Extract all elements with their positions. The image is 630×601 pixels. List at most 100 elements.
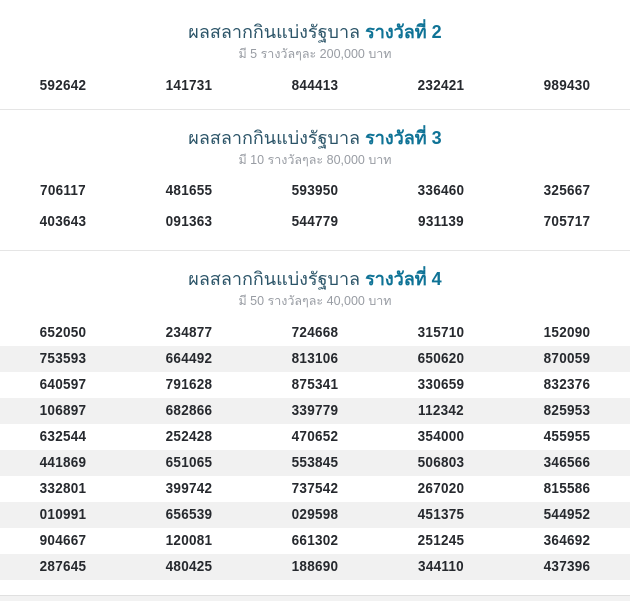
- winning-number: 592642: [39, 77, 87, 94]
- winning-number: 706117: [40, 182, 86, 199]
- prize-section-2: ผลสลากกินแบ่งรัฐบาล รางวัลที่ 2 มี 5 ราง…: [0, 0, 630, 109]
- section-title-regular: ผลสลากกินแบ่งรัฐบาล: [188, 128, 361, 148]
- winning-number: 188690: [291, 558, 339, 575]
- section-divider: [0, 250, 630, 251]
- winning-number: 656539: [165, 506, 213, 523]
- number-row: 010991 656539 029598 451375 544952: [0, 502, 630, 528]
- winning-number: 029598: [291, 506, 339, 523]
- number-row: 640597 791628 875341 330659 832376: [0, 372, 630, 398]
- winning-number: 506803: [417, 454, 465, 471]
- number-row: 332801 399742 737542 267020 815586: [0, 476, 630, 502]
- winning-number: 344110: [418, 558, 464, 575]
- number-row: 652050 234877 724668 315710 152090: [0, 320, 630, 346]
- winning-number: 640597: [39, 376, 87, 393]
- number-row: 403643 091363 544779 931139 705717: [0, 206, 630, 237]
- section-divider: [0, 109, 630, 110]
- winning-numbers-grid: 706117 481655 593950 336460 325667 403643 0913…: [0, 175, 630, 237]
- winning-number: 330659: [417, 376, 465, 393]
- section-subtitle: มี 50 รางวัลๆละ 40,000 บาท: [238, 294, 392, 308]
- winning-number: 152090: [543, 324, 591, 341]
- winning-number: 325667: [543, 182, 591, 199]
- winning-number: 106897: [39, 402, 87, 419]
- winning-number: 844413: [291, 77, 339, 94]
- winning-number: 451375: [417, 506, 465, 523]
- winning-number: 682866: [165, 402, 213, 419]
- winning-number: 399742: [165, 480, 213, 497]
- section-title: ผลสลากกินแบ่งรัฐบาล รางวัลที่ 4: [0, 267, 630, 291]
- number-row: 287645 480425 188690 344110 437396: [0, 554, 630, 580]
- winning-number: 791628: [165, 376, 213, 393]
- number-row: 441869 651065 553845 506803 346566: [0, 450, 630, 476]
- number-row: 904667 120081 661302 251245 364692: [0, 528, 630, 554]
- winning-number: 593950: [291, 182, 339, 199]
- prize-section-4: ผลสลากกินแบ่งรัฐบาล รางวัลที่ 4 มี 50 รา…: [0, 251, 630, 580]
- winning-number: 251245: [417, 532, 465, 549]
- winning-number: 346566: [543, 454, 591, 471]
- winning-number: 403643: [39, 213, 87, 230]
- winning-number: 481655: [165, 182, 213, 199]
- winning-number: 815586: [543, 480, 591, 497]
- winning-number: 650620: [417, 350, 465, 367]
- section-title-prize: รางวัลที่ 2: [365, 22, 442, 42]
- section-title-regular: ผลสลากกินแบ่งรัฐบาล: [188, 22, 361, 42]
- winning-number: 870059: [543, 350, 591, 367]
- winning-number: 480425: [165, 558, 213, 575]
- winning-number: 832376: [543, 376, 591, 393]
- winning-number: 287645: [39, 558, 87, 575]
- winning-number: 252428: [165, 428, 213, 445]
- next-section-edge: [0, 595, 630, 601]
- winning-number: 437396: [543, 558, 591, 575]
- winning-number: 904667: [39, 532, 87, 549]
- winning-number: 332801: [39, 480, 87, 497]
- winning-number: 120081: [165, 532, 213, 549]
- winning-number: 652050: [39, 324, 87, 341]
- winning-number: 544952: [543, 506, 591, 523]
- number-row: 106897 682866 339779 112342 825953: [0, 398, 630, 424]
- section-title-prize: รางวัลที่ 4: [365, 269, 442, 289]
- winning-number: 336460: [417, 182, 465, 199]
- winning-number: 010991: [39, 506, 87, 523]
- winning-number: 441869: [39, 454, 87, 471]
- winning-number: 339779: [291, 402, 339, 419]
- winning-numbers-grid: 652050 234877 724668 315710 152090 753593 6644…: [0, 320, 630, 580]
- winning-number: 661302: [291, 532, 339, 549]
- winning-number: 364692: [543, 532, 591, 549]
- winning-number: 737542: [291, 480, 339, 497]
- winning-number: 931139: [418, 213, 464, 230]
- section-title: ผลสลากกินแบ่งรัฐบาล รางวัลที่ 3: [0, 126, 630, 150]
- winning-number: 553845: [291, 454, 339, 471]
- winning-number: 825953: [543, 402, 591, 419]
- winning-number: 544779: [291, 213, 339, 230]
- winning-number: 234877: [165, 324, 213, 341]
- winning-number: 989430: [543, 77, 591, 94]
- winning-number: 315710: [417, 324, 465, 341]
- winning-number: 651065: [165, 454, 213, 471]
- number-row: 753593 664492 813106 650620 870059: [0, 346, 630, 372]
- winning-number: 354000: [417, 428, 465, 445]
- winning-number: 112342: [418, 402, 464, 419]
- winning-number: 753593: [39, 350, 87, 367]
- section-subtitle: มี 5 รางวัลๆละ 200,000 บาท: [238, 47, 392, 61]
- winning-number: 232421: [417, 77, 465, 94]
- number-row: 632544 252428 470652 354000 455955: [0, 424, 630, 450]
- winning-number: 091363: [165, 213, 213, 230]
- number-row: 706117 481655 593950 336460 325667: [0, 175, 630, 206]
- winning-number: 724668: [291, 324, 339, 341]
- winning-number: 664492: [165, 350, 213, 367]
- winning-number: 875341: [291, 376, 339, 393]
- section-title-regular: ผลสลากกินแบ่งรัฐบาล: [188, 269, 361, 289]
- winning-number: 813106: [291, 350, 339, 367]
- winning-number: 470652: [291, 428, 339, 445]
- winning-numbers-grid: 592642 141731 844413 232421 989430: [0, 72, 630, 100]
- prize-section-3: ผลสลากกินแบ่งรัฐบาล รางวัลที่ 3 มี 10 รา…: [0, 110, 630, 250]
- winning-number: 455955: [543, 428, 591, 445]
- winning-number: 705717: [543, 213, 591, 230]
- winning-number: 141731: [165, 77, 213, 94]
- winning-number: 632544: [39, 428, 87, 445]
- section-title: ผลสลากกินแบ่งรัฐบาล รางวัลที่ 2: [0, 20, 630, 44]
- winning-number: 267020: [417, 480, 465, 497]
- section-subtitle: มี 10 รางวัลๆละ 80,000 บาท: [238, 153, 392, 167]
- number-row: 592642 141731 844413 232421 989430: [0, 72, 630, 100]
- section-title-prize: รางวัลที่ 3: [365, 128, 442, 148]
